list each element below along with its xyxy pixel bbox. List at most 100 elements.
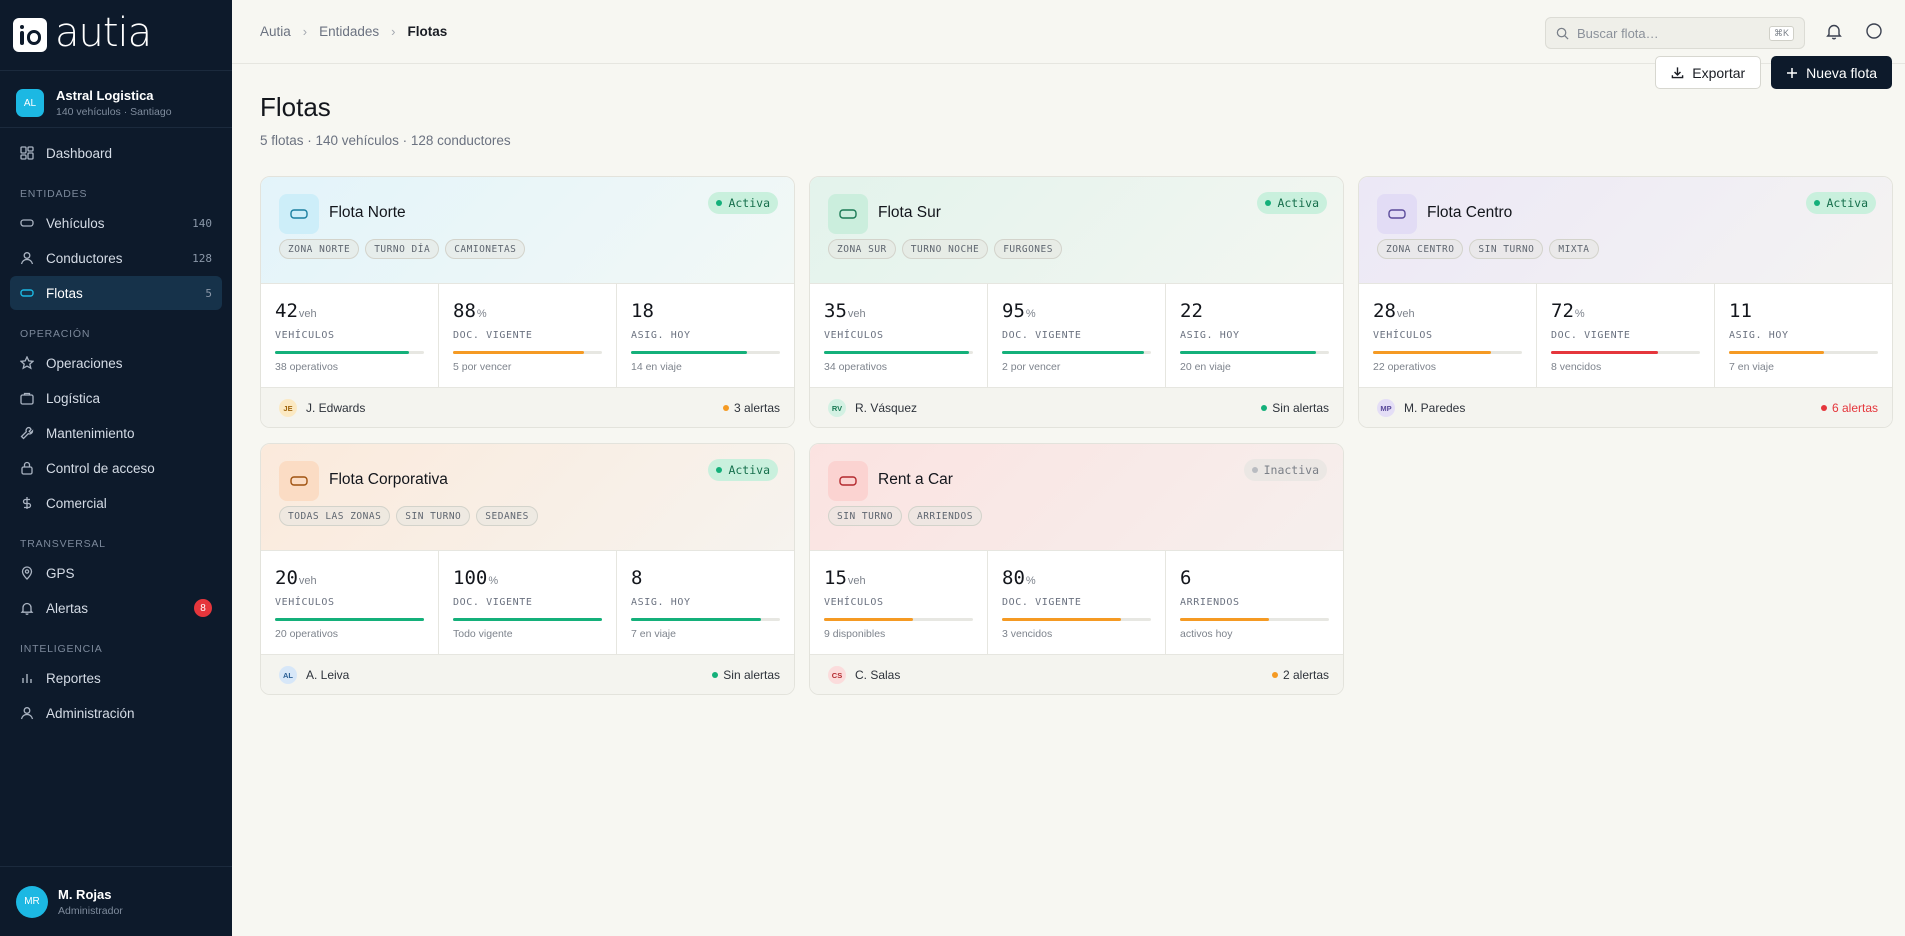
breadcrumb-parent[interactable]: Entidades [319,24,380,39]
fleet-tag: SIN TURNO [1469,239,1544,259]
sidebar-item-reportes[interactable]: Reportes [10,661,222,695]
status-dot-icon [1265,200,1272,206]
sidebar-item-count: 5 [205,286,212,300]
status-label: Activa [1826,196,1868,210]
fleet-card[interactable]: Flota Norte Activa ZONA NORTE TURNO DÍA … [260,176,795,428]
metric-docs: 88% DOC. VIGENTE 5 por vencer [439,284,617,387]
progress-bar [1002,618,1151,621]
sidebar-item-dashboard[interactable]: Dashboard [10,136,222,170]
fleet-card-footer: AL A. Leiva Sin alertas [261,655,794,694]
metric-value: 80 [1002,567,1025,589]
fleet-card[interactable]: Flota Sur Activa ZONA SUR TURNO NOCHE FU… [809,176,1344,428]
sidebar-item-vehiculos[interactable]: Vehículos 140 [10,206,222,240]
metric-label: VEHÍCULOS [824,597,884,608]
metric-vehicles: 35veh VEHÍCULOS 34 operativos [810,284,988,387]
status-dot-icon [716,200,723,206]
fleet-tag: ZONA CENTRO [1377,239,1464,259]
progress-fill [1180,618,1270,621]
alerts-indicator[interactable]: Sin alertas [712,668,780,682]
avatar: MR [16,885,48,918]
progress-bar [1551,351,1700,354]
vehicle-icon [20,216,34,230]
org-switcher[interactable]: AL Astral Logistica 140 vehículos · Sant… [0,70,232,128]
metric-value: 35 [824,300,847,322]
dollar-icon [20,496,34,510]
progress-fill [453,351,585,354]
sidebar-item-control-acceso[interactable]: Control de acceso [10,451,222,485]
sidebar-item-label: Logística [46,390,101,406]
metric-assignments: 18 ASIG. HOY 14 en viaje [617,284,794,387]
alerts-label: 6 alertas [1831,401,1878,415]
metric-note: 38 operativos [275,361,339,373]
progress-bar [1729,351,1878,354]
sidebar-item-label: Reportes [46,670,101,686]
sidebar-item-label: Vehículos [46,215,105,231]
metric-label: VEHÍCULOS [275,330,335,341]
metric-vehicles: 15veh VEHÍCULOS 9 disponibles [810,551,988,654]
sidebar-item-label: Dashboard [46,145,113,161]
fleet-tag: SIN TURNO [828,506,902,526]
sidebar-item-conductores[interactable]: Conductores 128 [10,241,222,275]
breadcrumb-current: Flotas [407,24,448,39]
metric-assignments: 11 ASIG. HOY 7 en viaje [1715,284,1892,387]
metric-value: 11 [1729,300,1752,322]
alert-dot-icon [1261,405,1268,411]
alerts-indicator[interactable]: 3 alertas [722,401,780,415]
owner-avatar: JE [279,399,297,417]
fleet-card[interactable]: Flota Corporativa Activa TODAS LAS ZONAS… [260,443,795,695]
sidebar-item-gps[interactable]: GPS [10,556,222,590]
org-avatar: AL [16,89,44,117]
fleet-tag: TODAS LAS ZONAS [279,506,391,526]
breadcrumb-root[interactable]: Autia [260,24,291,39]
search-input[interactable]: Buscar flota… ⌘K [1545,17,1805,49]
sidebar-item-administracion[interactable]: Administración [10,696,222,730]
fleet-tags: SIN TURNO ARRIENDOS [828,506,982,526]
metric-note: 2 por vencer [1002,361,1061,373]
metric-value: 42 [275,300,298,322]
alerts-label: Sin alertas [1272,401,1329,415]
alerts-indicator[interactable]: 2 alertas [1271,668,1329,682]
fleet-name: Flota Sur [878,204,941,221]
user-name: M. Rojas [58,886,112,902]
fleet-tag: FURGONES [994,239,1062,259]
owner-name: C. Salas [855,668,901,682]
sidebar-item-label: Operaciones [46,355,123,371]
status-badge: Activa [1257,192,1327,214]
sidebar-item-logistica[interactable]: Logística [10,381,222,415]
alert-dot-icon [722,405,729,411]
notifications-bell-icon[interactable] [1825,22,1843,40]
sidebar-nav: Dashboard ENTIDADES Vehículos 140 Conduc… [0,128,232,739]
new-fleet-button[interactable]: Nueva flota [1771,56,1892,89]
section-title-entidades: ENTIDADES [20,188,88,200]
metric-value: 18 [631,300,654,322]
alerts-indicator[interactable]: 6 alertas [1820,401,1878,415]
app-logo[interactable]: autia [0,0,232,70]
sidebar-item-operaciones[interactable]: Operaciones [10,346,222,380]
fleet-vehicle-icon [279,194,319,234]
alerts-indicator[interactable]: Sin alertas [1261,401,1329,415]
user-profile[interactable]: MR M. Rojas Administrador [0,866,232,936]
fleet-card[interactable]: Flota Centro Activa ZONA CENTRO SIN TURN… [1358,176,1893,428]
metric-rentals: 6 ARRIENDOS activos hoy [1166,551,1343,654]
fleet-name: Flota Corporativa [329,471,448,488]
metric-label: DOC. VIGENTE [453,597,533,608]
sidebar-item-label: Administración [46,705,135,721]
user-role: Administrador [58,904,123,917]
section-title-inteligencia: INTELIGENCIA [20,643,103,655]
owner-avatar: RV [828,399,846,417]
fleet-card[interactable]: Rent a Car Inactiva SIN TURNO ARRIENDOS … [809,443,1344,695]
alerts-count-badge: 8 [194,599,212,617]
sidebar-item-mantenimiento[interactable]: Mantenimiento [10,416,222,450]
metric-value: 88 [453,300,476,322]
sidebar-item-alertas[interactable]: Alertas 8 [10,591,222,625]
profile-circle-icon[interactable] [1865,22,1883,40]
sidebar-item-comercial[interactable]: Comercial [10,486,222,520]
fleet-tag: SEDANES [476,506,538,526]
status-label: Activa [728,463,770,477]
org-name: Astral Logistica [56,88,154,103]
metric-note: 34 operativos [824,361,888,373]
export-button[interactable]: Exportar [1655,56,1762,89]
fleet-name: Flota Norte [329,204,406,221]
sidebar-item-flotas[interactable]: Flotas 5 [10,276,222,310]
fleet-card-footer: RV R. Vásquez Sin alertas [810,388,1343,427]
